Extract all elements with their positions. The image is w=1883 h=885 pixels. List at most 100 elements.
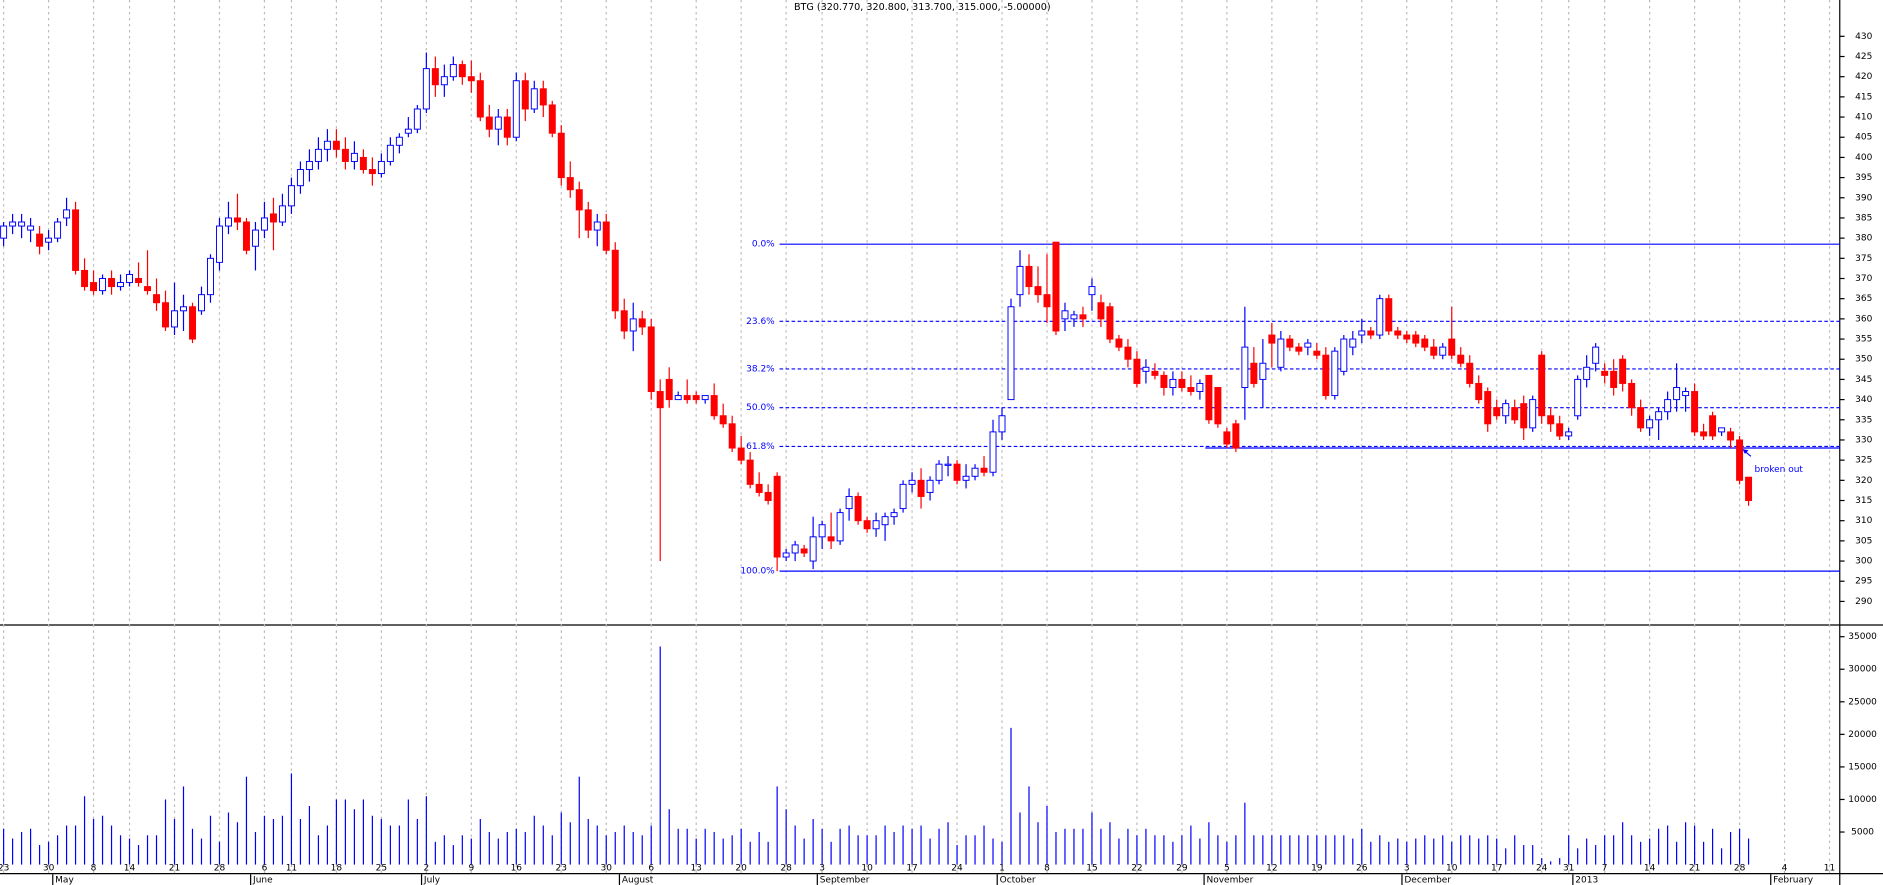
candle-body [881, 516, 889, 526]
candle-body [1340, 338, 1348, 372]
candle-body [81, 269, 89, 288]
candle-body [1187, 387, 1195, 393]
candle-body [1250, 362, 1258, 384]
candle-body [449, 64, 457, 78]
candle-body [1682, 391, 1690, 397]
candle-body [854, 495, 862, 522]
candle-body [944, 463, 952, 466]
candle-body [314, 148, 322, 162]
candle-body [1709, 415, 1717, 437]
candle-body [1403, 334, 1411, 340]
candle-body [9, 221, 17, 227]
candle-body [845, 495, 853, 510]
y-tick-label: 340 [1855, 395, 1872, 405]
x-tick-label: 14 [124, 864, 136, 874]
x-tick-label: 8 [1044, 864, 1050, 874]
y-tick-label: 360 [1855, 314, 1872, 324]
candle-body [998, 415, 1006, 433]
candle-body [1313, 350, 1321, 356]
candle-body [117, 282, 125, 288]
candle-body [629, 318, 637, 332]
candle-body [656, 391, 664, 409]
month-label: 2013 [1575, 876, 1598, 885]
candle-body [1394, 330, 1402, 336]
candle-body [1196, 382, 1204, 393]
month-label: November [1206, 876, 1253, 885]
candle-body [1349, 338, 1357, 348]
candle-body [1574, 378, 1582, 417]
candle-body [72, 209, 80, 271]
candle-body [1025, 265, 1033, 288]
volume-tick-label: 10000 [1848, 795, 1877, 805]
candle-body [1214, 387, 1222, 425]
y-tick-label: 365 [1855, 294, 1872, 304]
candle-body [818, 524, 826, 538]
candle-body [530, 88, 538, 110]
candle-body [1115, 338, 1123, 348]
x-tick-label: 26 [1356, 864, 1368, 874]
candle-body [1061, 310, 1069, 320]
candle-body [1475, 382, 1483, 401]
candle-body [1160, 374, 1168, 388]
y-tick-label: 420 [1855, 72, 1872, 82]
candle-body [539, 88, 547, 106]
candle-body [1583, 366, 1591, 380]
candle-body [1529, 399, 1537, 429]
candle-body [135, 278, 143, 284]
month-label: February [1773, 876, 1814, 885]
candle-body [1070, 314, 1078, 320]
candle-body [800, 548, 808, 554]
y-tick-label: 295 [1855, 577, 1872, 587]
x-tick-label: 2 [423, 864, 429, 874]
candle-body [90, 282, 98, 292]
candle-body [1223, 431, 1231, 445]
candle-body [926, 479, 934, 493]
candle-body [1385, 298, 1393, 332]
candle-body [1367, 330, 1375, 336]
candle-body [1736, 439, 1744, 481]
candle-body [1151, 370, 1159, 376]
candle-body [224, 217, 232, 227]
y-tick-label: 315 [1855, 496, 1872, 506]
y-tick-label: 430 [1855, 32, 1872, 42]
candle-body [1286, 338, 1294, 348]
x-tick-label: 9 [468, 864, 474, 874]
y-tick-label: 415 [1855, 92, 1872, 102]
y-tick-label: 330 [1855, 435, 1872, 445]
fib-label: 50.0% [746, 403, 775, 413]
candle-body [593, 221, 601, 231]
x-tick-label: 16 [511, 864, 523, 874]
candle-body [189, 306, 196, 340]
candle-body [611, 249, 619, 312]
y-tick-label: 400 [1855, 153, 1872, 163]
candle-body [1556, 423, 1564, 437]
candle-body [566, 177, 574, 191]
candle-body [1718, 427, 1726, 433]
candle-body [1304, 342, 1312, 348]
month-label: August [622, 876, 654, 885]
candle-body [215, 225, 223, 263]
candle-body [1664, 399, 1672, 413]
x-tick-label: 6 [262, 864, 268, 874]
x-tick-label: 21 [169, 864, 180, 874]
candle-body [251, 229, 259, 247]
candle-body [701, 395, 709, 401]
candle-body [1205, 374, 1213, 421]
candle-body [584, 209, 592, 231]
candle-body [368, 169, 376, 175]
candle-body [395, 136, 403, 146]
candle-body [413, 108, 421, 130]
candle-body [1727, 431, 1735, 441]
y-tick-label: 370 [1855, 274, 1872, 284]
fib-label: 23.6% [746, 317, 775, 327]
month-label: October [1000, 876, 1036, 885]
volume-tick-label: 5000 [1851, 828, 1874, 838]
x-tick-label: 3 [819, 864, 825, 874]
x-tick-label: 29 [1176, 864, 1188, 874]
x-tick-label: 1 [999, 864, 1005, 874]
candle-body [162, 302, 169, 328]
candle-body [1592, 346, 1600, 364]
candle-body [737, 447, 745, 461]
